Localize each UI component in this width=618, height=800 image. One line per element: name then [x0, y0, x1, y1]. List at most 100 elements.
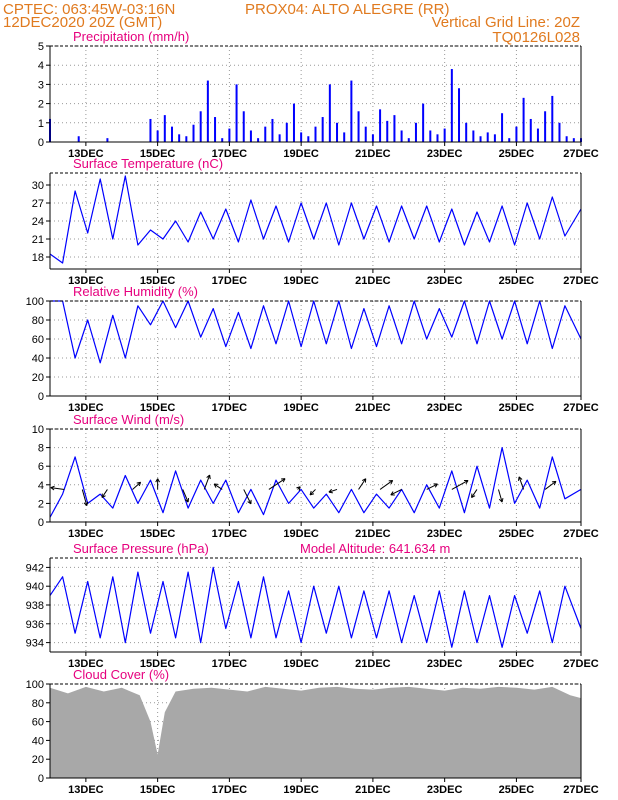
- precip-bar: [443, 128, 446, 142]
- y-tick-label: 0: [38, 517, 44, 529]
- y-tick-label: 4: [38, 60, 44, 72]
- precip-bar: [206, 80, 209, 142]
- x-tick-label: 19DEC: [283, 784, 319, 796]
- x-tick-label: 27DEC: [563, 148, 599, 160]
- series-line: [49, 566, 582, 648]
- wind-arrow: [243, 489, 252, 505]
- y-tick-label: 40: [32, 353, 44, 365]
- precip-bar: [493, 134, 496, 142]
- x-tick-label: 13DEC: [68, 658, 104, 670]
- precip-bar: [429, 130, 432, 142]
- x-tick-label: 19DEC: [283, 658, 319, 670]
- y-tick-label: 20: [32, 372, 44, 384]
- x-tick-label: 21DEC: [355, 148, 391, 160]
- precip-bar: [529, 118, 532, 142]
- precip-bar: [551, 95, 554, 142]
- x-tick-label: 15DEC: [140, 528, 176, 540]
- wind-arrow: [544, 480, 557, 490]
- x-tick-label: 25DEC: [499, 658, 535, 670]
- header: CPTEC: 063:45W-03:16N PROX04: ALTO ALEGR…: [0, 0, 618, 46]
- precip-bar: [328, 84, 331, 142]
- header-model-id: TQ0126L028: [492, 29, 580, 46]
- x-tick-label: 15DEC: [140, 148, 176, 160]
- precip-bar: [472, 130, 475, 142]
- y-tick-label: 0: [38, 391, 44, 403]
- precip-bar: [536, 128, 539, 142]
- wind-arrow: [132, 481, 142, 490]
- header-grid-line-note: Vertical Grid Line: 20Z: [431, 14, 580, 31]
- x-tick-label: 17DEC: [212, 658, 248, 670]
- x-tick-label: 23DEC: [427, 784, 463, 796]
- precip-bar: [249, 130, 252, 142]
- precip-bar: [544, 111, 547, 142]
- panel-title: Surface Pressure (hPa): [73, 541, 209, 556]
- x-tick-label: 19DEC: [283, 148, 319, 160]
- y-tick-label: 100: [26, 679, 44, 691]
- wind-arrow: [358, 478, 367, 490]
- precip-bar: [185, 136, 188, 142]
- x-tick-label: 23DEC: [427, 528, 463, 540]
- x-tick-label: 21DEC: [355, 528, 391, 540]
- precip-bar: [479, 136, 482, 142]
- y-tick-label: 10: [32, 424, 44, 436]
- x-tick-label: 23DEC: [427, 275, 463, 287]
- precip-bar: [508, 138, 511, 142]
- wind-arrow: [203, 474, 211, 490]
- x-tick-label: 27DEC: [563, 528, 599, 540]
- precip-bar: [156, 130, 159, 142]
- y-tick-label: 6: [38, 461, 44, 473]
- y-tick-label: 0: [38, 773, 44, 785]
- x-tick-label: 21DEC: [355, 275, 391, 287]
- y-tick-label: 21: [32, 234, 44, 246]
- x-tick-label: 17DEC: [212, 528, 248, 540]
- x-tick-label: 21DEC: [355, 784, 391, 796]
- series-line: [50, 300, 582, 364]
- cloud-cover-area: [50, 686, 581, 778]
- wind-arrow: [426, 483, 438, 490]
- y-tick-label: 8: [38, 443, 44, 455]
- x-tick-label: 17DEC: [212, 402, 248, 414]
- x-tick-label: 23DEC: [427, 148, 463, 160]
- x-tick-label: 19DEC: [283, 275, 319, 287]
- wind-arrow: [471, 489, 478, 498]
- precip-bar: [393, 115, 396, 142]
- precip-bar: [149, 118, 152, 142]
- precip-bar: [235, 84, 238, 142]
- precip-bar: [336, 122, 339, 142]
- y-tick-label: 2: [38, 99, 44, 111]
- x-tick-label: 19DEC: [283, 528, 319, 540]
- precip-bar: [228, 128, 231, 142]
- y-tick-label: 936: [26, 619, 44, 631]
- y-tick-label: 40: [32, 735, 44, 747]
- x-tick-label: 23DEC: [427, 402, 463, 414]
- x-tick-label: 23DEC: [427, 658, 463, 670]
- wind-arrow: [379, 479, 394, 490]
- y-tick-label: 80: [32, 315, 44, 327]
- panel-title: Precipitation (mm/h): [73, 29, 189, 44]
- precip-bar: [558, 122, 561, 142]
- x-tick-label: 27DEC: [563, 275, 599, 287]
- wind-arrow: [268, 478, 286, 490]
- precip-bar: [192, 124, 195, 142]
- precip-bar: [465, 122, 468, 142]
- x-tick-label: 17DEC: [212, 275, 248, 287]
- panel-title: Relative Humidity (%): [73, 284, 198, 299]
- x-tick-label: 25DEC: [499, 784, 535, 796]
- x-tick-label: 15DEC: [140, 658, 176, 670]
- precip-bar: [314, 126, 317, 142]
- precip-bar: [422, 103, 425, 142]
- precip-bar: [214, 117, 217, 142]
- panel-5: 0 20 40 60 80 100 13DEC 15DEC 17DEC 19DEC 21DEC 23D…: [26, 667, 599, 796]
- panel-3: 0 2 4 6 8 10 13DEC 15DEC 17DEC 19DEC 21DEC 23DEC 25D…: [32, 412, 599, 540]
- header-location: PROX04: ALTO ALEGRE (RR): [245, 1, 450, 18]
- precip-bar: [307, 136, 310, 142]
- y-tick-label: 60: [32, 717, 44, 729]
- y-tick-label: 938: [26, 600, 44, 612]
- precip-bar: [178, 134, 181, 142]
- precip-bar: [436, 134, 439, 142]
- panel-title: Cloud Cover (%): [73, 667, 169, 682]
- precip-bar: [199, 111, 202, 142]
- y-tick-label: 0: [38, 137, 44, 149]
- precip-bar: [414, 122, 417, 142]
